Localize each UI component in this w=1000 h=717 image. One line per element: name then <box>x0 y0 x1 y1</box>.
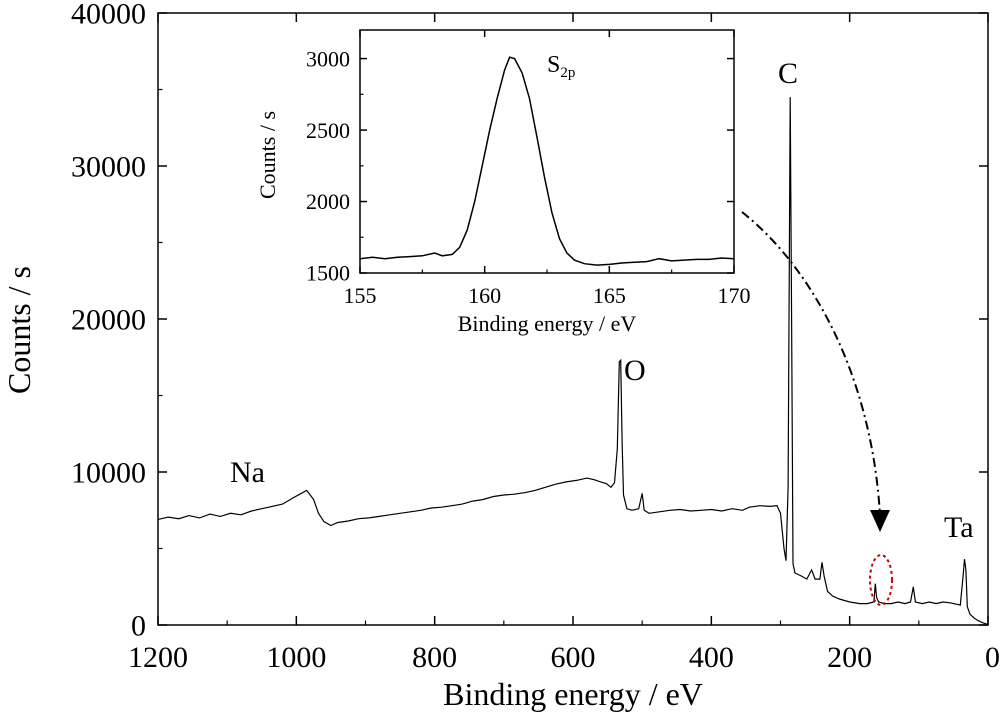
inset-tick-labels: 155 160 165 170 1500 2000 2500 3000 <box>306 46 751 308</box>
inset-y-axis-label: Counts / s <box>255 111 280 199</box>
inset-x-tick-label: 165 <box>593 283 626 308</box>
s2p-highlight-ellipse <box>869 554 893 606</box>
inset-x-tick-label: 160 <box>468 283 501 308</box>
main-y-tick-label: 40000 <box>71 0 146 31</box>
inset-y-tick-label: 2500 <box>306 118 350 143</box>
inset-x-tick-label: 170 <box>718 283 751 308</box>
inset-plot-frame <box>359 29 735 274</box>
main-x-tick-label: 200 <box>827 641 872 674</box>
main-ticks <box>157 12 989 626</box>
main-x-tick-label: 600 <box>551 641 596 674</box>
inset-peak-label-subscript: 2p <box>560 65 575 81</box>
peak-label-c: C <box>778 57 798 90</box>
main-x-tick-label: 800 <box>412 641 457 674</box>
main-y-tick-label: 10000 <box>71 457 146 490</box>
peak-label-na: Na <box>230 456 265 489</box>
inset-y-tick-label: 2000 <box>306 189 350 214</box>
inset-peak-label: S2p <box>547 52 575 81</box>
inset-y-tick-label: 3000 <box>306 46 350 71</box>
main-x-axis-label: Binding energy / eV <box>443 676 703 712</box>
inset-peak-label-base: S <box>547 52 560 78</box>
main-y-tick-label: 0 <box>131 610 146 643</box>
inset-y-tick-label: 1500 <box>306 261 350 286</box>
inset-ticks <box>359 30 735 274</box>
peak-label-ta: Ta <box>944 511 974 544</box>
main-y-tick-label: 30000 <box>71 151 146 184</box>
main-x-tick-label: 1000 <box>266 641 326 674</box>
main-spectrum-line <box>157 97 989 625</box>
main-x-tick-label: 400 <box>689 641 734 674</box>
arrowhead-icon <box>870 510 890 532</box>
main-x-tick-label: 0 <box>985 641 1000 674</box>
main-y-axis-label: Counts / s <box>1 266 37 394</box>
inset-x-tick-label: 155 <box>344 283 377 308</box>
inset-x-axis-label: Binding energy / eV <box>458 311 637 336</box>
dash-dot-arrow <box>741 211 881 516</box>
main-tick-labels: 1200 1000 800 600 400 200 00100002000030000400… <box>71 0 1000 674</box>
main-y-tick-label: 20000 <box>71 304 146 337</box>
peak-label-o: O <box>624 354 646 387</box>
inset-spectrum-line <box>359 56 735 266</box>
main-x-tick-label: 1200 <box>128 641 188 674</box>
